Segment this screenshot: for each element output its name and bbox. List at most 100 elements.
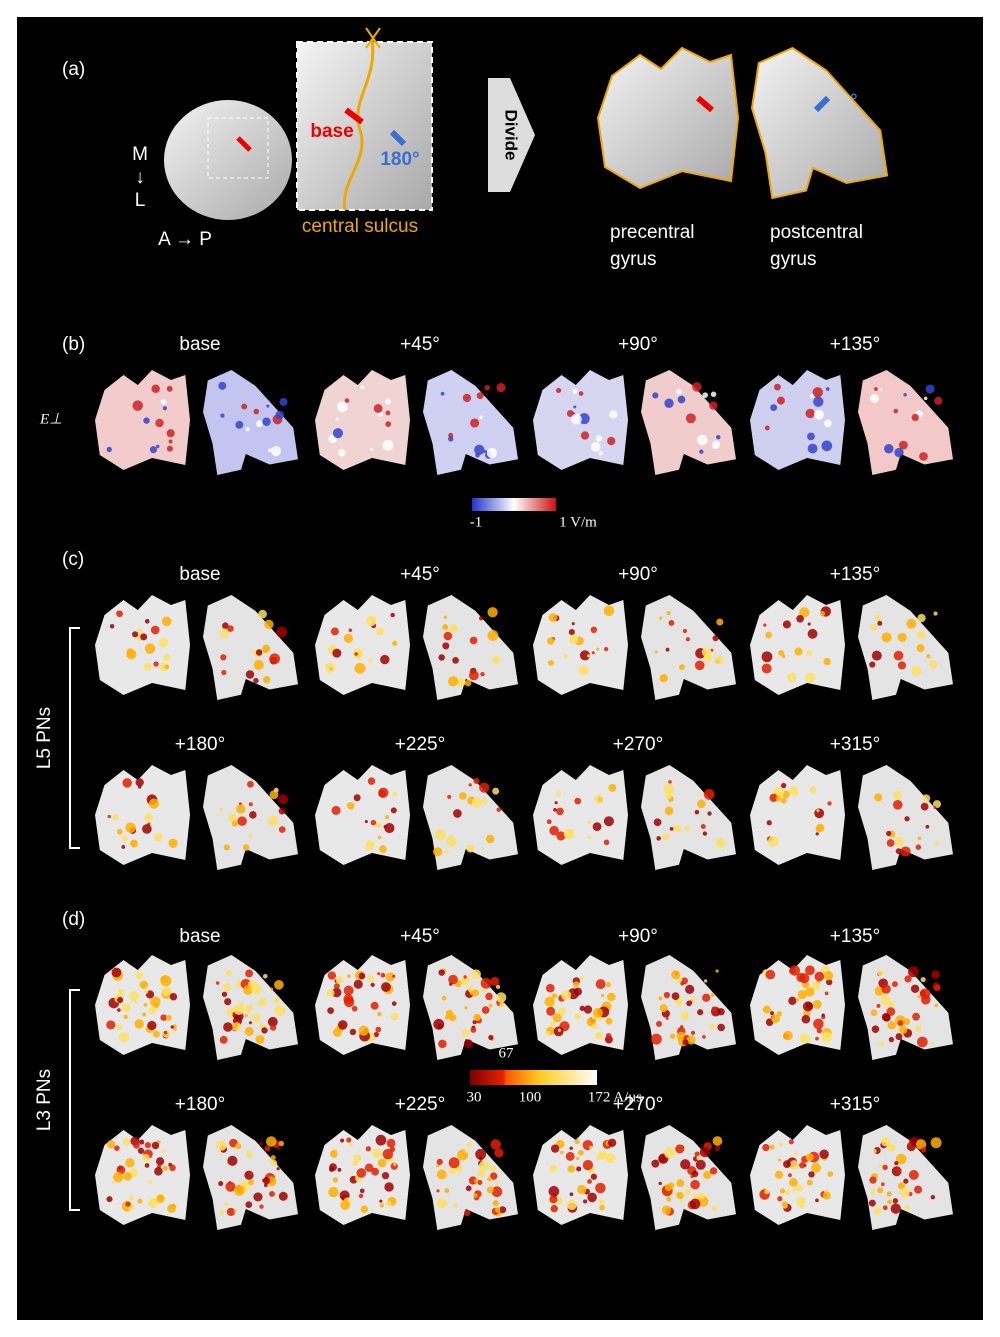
activation	[792, 1186, 797, 1192]
activation	[481, 988, 486, 993]
activation	[144, 813, 153, 822]
activation	[166, 429, 175, 438]
activation	[567, 1165, 575, 1173]
gyrus	[95, 765, 190, 865]
activation	[550, 1144, 560, 1153]
activation	[556, 831, 566, 841]
column-title: +180°	[175, 1094, 225, 1115]
gyrus	[750, 46, 889, 200]
activation	[702, 831, 708, 836]
activation	[117, 988, 125, 996]
activation	[598, 1199, 605, 1206]
activation	[682, 1039, 689, 1046]
activation	[262, 644, 271, 653]
activation	[255, 1035, 265, 1045]
activation	[823, 657, 831, 666]
activation	[686, 1000, 692, 1007]
activation	[490, 976, 500, 986]
activation	[822, 1191, 831, 1200]
activation	[812, 387, 823, 398]
activation	[546, 1006, 556, 1016]
activation	[106, 446, 112, 453]
activation	[762, 1005, 772, 1014]
colorbar-label: 172 A/μs	[588, 1089, 642, 1105]
activation	[496, 807, 502, 812]
activation	[111, 1180, 115, 1184]
activation	[675, 1144, 685, 1154]
activation	[479, 1157, 483, 1161]
activation	[778, 650, 785, 656]
activation	[895, 1033, 903, 1041]
activation	[886, 1191, 892, 1197]
activation	[795, 1184, 804, 1192]
activation	[789, 965, 801, 976]
activation	[788, 1178, 798, 1187]
activation	[438, 969, 445, 976]
activation	[659, 616, 663, 620]
activation	[666, 611, 671, 616]
activation	[274, 979, 284, 990]
activation	[876, 1003, 881, 1008]
activation	[811, 981, 821, 991]
activation	[579, 975, 584, 980]
activation	[375, 627, 384, 636]
activation	[549, 1021, 556, 1027]
activation	[265, 1136, 277, 1147]
activation	[225, 969, 232, 976]
activation	[574, 1012, 582, 1020]
activation	[477, 1179, 483, 1185]
activation	[569, 1146, 573, 1150]
activation	[267, 815, 279, 826]
activation	[769, 1144, 775, 1150]
activation	[765, 1018, 774, 1026]
activation	[373, 1031, 379, 1038]
activation	[572, 388, 578, 394]
activation	[709, 1023, 716, 1030]
activation	[695, 1159, 706, 1170]
activation	[116, 828, 123, 835]
activation	[794, 1151, 798, 1155]
activation	[377, 411, 383, 417]
activation	[553, 808, 557, 812]
activation	[468, 670, 479, 681]
bracket	[69, 989, 80, 1211]
activation	[492, 787, 500, 795]
activation	[463, 1039, 473, 1049]
gyrus	[315, 595, 410, 695]
arrow	[813, 95, 831, 113]
orientation: M	[132, 144, 148, 165]
activation	[763, 623, 767, 627]
inset	[296, 41, 433, 211]
activation	[771, 1014, 780, 1024]
activation	[245, 670, 255, 679]
activation	[827, 1171, 834, 1177]
activation	[449, 982, 453, 986]
activation	[815, 1036, 819, 1041]
activation	[392, 974, 396, 978]
activation	[881, 632, 892, 643]
activation	[697, 799, 706, 809]
activation	[882, 1205, 888, 1211]
activation	[557, 1007, 567, 1016]
activation	[111, 967, 122, 978]
activation	[242, 844, 250, 851]
activation	[351, 1005, 358, 1012]
activation	[692, 382, 702, 392]
activation	[326, 989, 335, 997]
activation	[448, 1013, 457, 1022]
activation	[360, 385, 365, 390]
activation	[173, 1027, 177, 1032]
activation	[156, 444, 160, 449]
activation	[106, 1140, 116, 1149]
activation	[665, 792, 672, 799]
activation	[370, 447, 374, 452]
label: central sulcus	[302, 216, 418, 237]
activation	[656, 1020, 663, 1027]
activation	[447, 676, 459, 687]
activation	[555, 387, 562, 394]
activation	[899, 1025, 908, 1034]
activation	[933, 611, 938, 616]
activation	[807, 432, 815, 441]
activation	[335, 417, 339, 421]
activation	[911, 413, 919, 422]
